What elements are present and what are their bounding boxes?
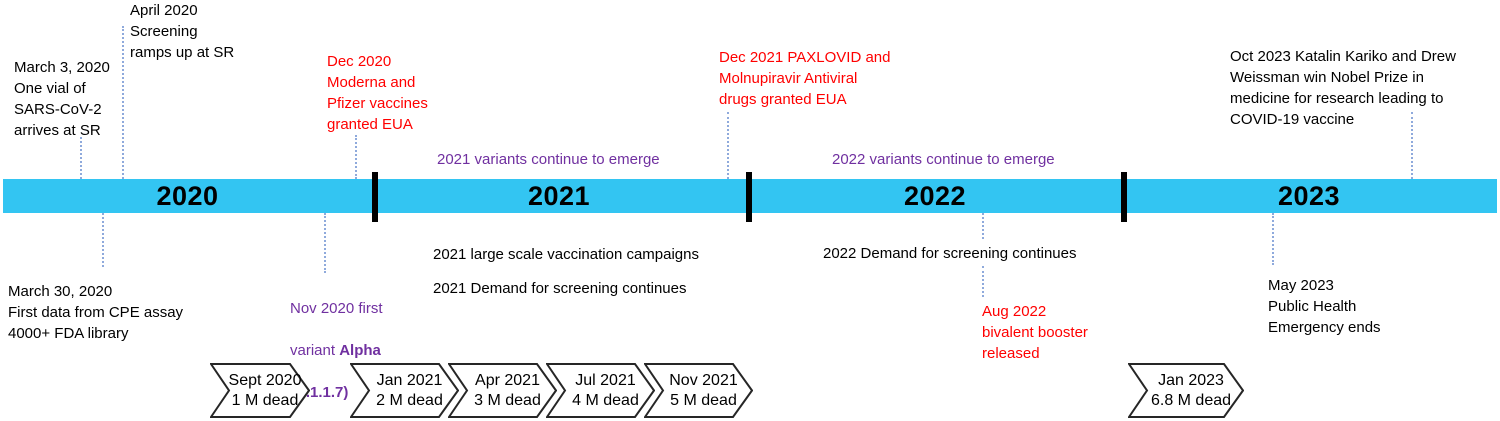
note-oct-2023-nobel-prize: Oct 2023 Katalin Kariko and Drew Weissma…	[1230, 48, 1456, 128]
chevron-banner-icon	[546, 363, 655, 418]
leader-line-may-2023	[1272, 213, 1274, 265]
milestone-toll: 4 M dead	[572, 391, 639, 409]
leader-line-march3-2020	[80, 137, 82, 179]
milestone-toll: 1 M dead	[231, 391, 299, 409]
note-dec-2021-antivirals-eua: Dec 2021 PAXLOVID and Molnupiravir Antiv…	[719, 49, 891, 108]
note-2021-screening-demand: 2021 Demand for screening continues	[433, 280, 687, 297]
milestone-chevron-apr-2021: Apr 2021 3 M dead	[448, 363, 557, 418]
milestone-date: Jan 2023	[1158, 371, 1224, 389]
chevron-banner-icon	[1128, 363, 1244, 418]
leader-line-march30-2020	[102, 213, 104, 267]
note-aug-2022-bivalent-booster: Aug 2022 bivalent booster released	[982, 303, 1088, 362]
leader-line-aug-2022-lower	[982, 266, 984, 297]
chevron-banner-icon	[644, 363, 753, 418]
note-2022-screening-demand: 2022 Demand for screening continues	[823, 245, 1077, 262]
chevron-banner-icon	[210, 363, 310, 418]
nov-2020-line1: Nov 2020 first	[290, 300, 383, 317]
leader-line-dec-2021	[727, 112, 729, 179]
milestone-chevron-nov-2021: Nov 2021 5 M dead	[644, 363, 753, 418]
milestone-date: Nov 2021	[669, 371, 738, 389]
note-april-2020-screening-ramps: April 2020 Screening ramps up at SR	[130, 2, 235, 61]
milestone-date: Apr 2021	[475, 371, 540, 389]
year-divider-2020-2021	[372, 172, 378, 222]
year-divider-2022-2023	[1121, 172, 1127, 222]
leader-line-aug-2022-upper	[982, 213, 984, 239]
year-label-2021: 2021	[527, 180, 591, 211]
milestone-text: Sept 2020 1 M dead	[210, 363, 310, 418]
year-divider-2021-2022	[746, 172, 752, 222]
leader-line-nov-2020	[324, 213, 326, 273]
year-label-2023: 2023	[1277, 180, 1341, 211]
leader-line-april-2020	[122, 26, 124, 179]
chevron-banner-icon	[448, 363, 557, 418]
milestone-chevron-jul-2021: Jul 2021 4 M dead	[546, 363, 655, 418]
milestone-text: Jan 2023 6.8 M dead	[1128, 363, 1244, 418]
nov-2020-variant-name: Alpha	[339, 342, 381, 359]
milestone-text: Nov 2021 5 M dead	[644, 363, 753, 418]
note-may-2023-phe-ends: May 2023 Public Health Emergency ends	[1268, 277, 1381, 336]
milestone-chevron-sept-2020: Sept 2020 1 M dead	[210, 363, 310, 418]
note-2022-variants-emerge: 2022 variants continue to emerge	[832, 151, 1055, 168]
note-2021-variants-emerge: 2021 variants continue to emerge	[437, 151, 660, 168]
nov-2020-line2-regular: variant	[290, 342, 340, 359]
milestone-date: Jan 2021	[376, 371, 443, 389]
milestone-text: Jul 2021 4 M dead	[546, 363, 655, 418]
note-march30-2020-cpe-assay: March 30, 2020 First data from CPE assay…	[8, 283, 184, 342]
note-dec-2020-vaccines-eua: Dec 2020 Moderna and Pfizer vaccines gra…	[327, 53, 428, 133]
leader-line-dec-2020	[355, 135, 357, 179]
milestone-toll: 6.8 M dead	[1150, 391, 1232, 409]
milestone-chevron-jan-2021: Jan 2021 2 M dead	[350, 363, 459, 418]
milestone-toll: 2 M dead	[376, 391, 443, 409]
year-label-2020: 2020	[156, 180, 219, 211]
milestone-text: Jan 2021 2 M dead	[350, 363, 459, 418]
year-label-2022: 2022	[903, 180, 967, 211]
chevron-banner-icon	[350, 363, 459, 418]
milestone-toll: 5 M dead	[670, 391, 737, 409]
milestone-toll: 3 M dead	[474, 391, 541, 409]
note-2021-vaccination-campaigns: 2021 large scale vaccination campaigns	[433, 246, 699, 263]
milestone-chevron-jan-2023: Jan 2023 6.8 M dead	[1128, 363, 1244, 418]
milestone-date: Sept 2020	[228, 371, 302, 389]
leader-line-oct-2023	[1411, 112, 1413, 179]
note-march3-2020-vial-arrives: March 3, 2020 One vial of SARS-CoV-2 arr…	[14, 59, 110, 139]
milestone-date: Jul 2021	[575, 371, 636, 389]
milestone-text: Apr 2021 3 M dead	[448, 363, 557, 418]
